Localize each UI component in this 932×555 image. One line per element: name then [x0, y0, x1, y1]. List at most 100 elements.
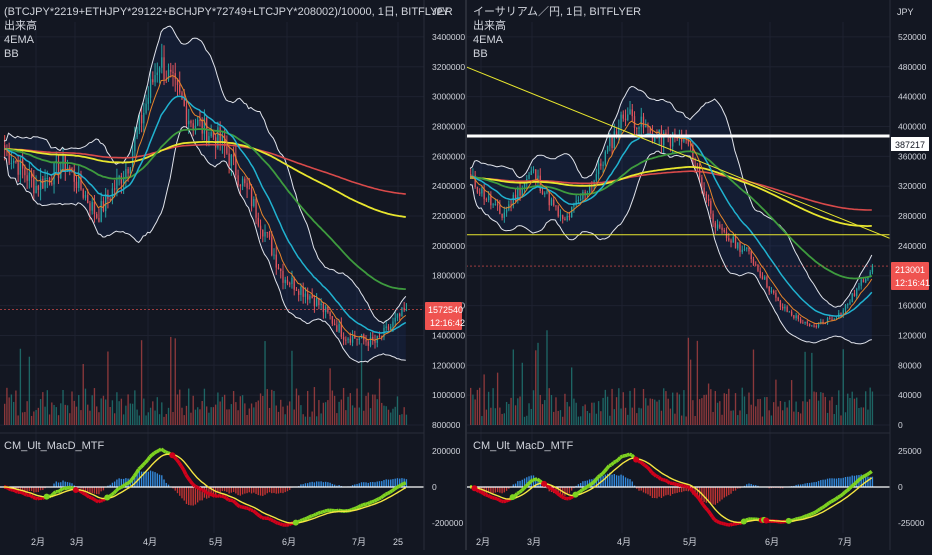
volume-bar [820, 392, 821, 425]
volume-bar [474, 399, 475, 425]
volume-bar [190, 413, 191, 425]
volume-bar [280, 400, 281, 425]
time-tick-label: 6月 [765, 537, 779, 547]
volume-bar [755, 406, 756, 425]
macd-line-segment [858, 478, 860, 480]
macd-line-segment [593, 480, 595, 482]
macd-line-segment [549, 487, 551, 488]
macd-histogram-bar [374, 482, 375, 487]
macd-histogram-bar [181, 487, 182, 498]
macd-line-segment [800, 518, 802, 519]
volume-bar [629, 391, 630, 425]
volume-bar [645, 398, 646, 425]
macd-line-segment [130, 480, 132, 483]
time-tick-label: 25 [393, 537, 403, 547]
volume-bar [17, 415, 18, 425]
macd-line-segment [204, 490, 206, 492]
volume-bar [136, 410, 137, 425]
volume-bar [497, 373, 498, 425]
macd-line-segment [98, 501, 100, 502]
macd-line-segment [271, 520, 273, 521]
macd-line-segment [323, 511, 325, 512]
macd-histogram-bar [838, 478, 839, 487]
volume-bar [359, 408, 360, 425]
volume-bar [852, 392, 853, 425]
volume-bar [764, 397, 765, 425]
volume-bar [782, 410, 783, 425]
volume-bar [33, 411, 34, 425]
macd-line-segment [598, 475, 600, 477]
volume-bar [381, 403, 382, 425]
volume-bar [490, 408, 491, 425]
macd-line-segment [309, 516, 311, 517]
price-tick-label: 800000 [432, 420, 461, 430]
volume-bar [564, 394, 565, 425]
volume-bar [282, 407, 283, 425]
volume-bar [386, 406, 387, 425]
macd-histogram-bar [679, 487, 680, 492]
volume-bar [325, 402, 326, 425]
macd-line-segment [674, 484, 676, 485]
macd-line-segment [795, 519, 797, 520]
macd-line-segment [690, 488, 692, 491]
macd-line-segment [276, 522, 278, 523]
volume-bar [210, 407, 211, 425]
volume-bar [253, 407, 254, 425]
volume-bar [766, 397, 767, 425]
volume-bar [762, 417, 763, 425]
volume-bar [109, 407, 110, 425]
volume-bar [508, 404, 509, 425]
macd-histogram-bar [733, 487, 734, 491]
volume-bar [170, 337, 171, 425]
right-last-price: 213001 [895, 265, 925, 275]
volume-bar [188, 389, 189, 425]
macd-histogram-bar [492, 487, 493, 493]
macd-line-segment [813, 512, 815, 513]
volume-bar [834, 414, 835, 425]
macd-line-segment [53, 492, 55, 494]
macd-line-segment [352, 509, 354, 510]
macd-line-segment [708, 510, 710, 513]
macd-histogram-bar [372, 482, 373, 487]
macd-histogram-bar [618, 476, 619, 487]
macd-line-segment [620, 456, 622, 457]
macd-line-segment [154, 452, 156, 453]
volume-bar [204, 389, 205, 425]
macd-histogram-bar [811, 483, 812, 487]
macd-line-segment [488, 495, 490, 496]
volume-bar [632, 408, 633, 425]
macd-line-segment [517, 492, 519, 493]
macd-line-segment [359, 506, 361, 507]
macd-line-segment [477, 490, 479, 491]
macd-line-segment [867, 473, 869, 474]
macd-line-segment [818, 509, 820, 511]
macd-histogram-bar [145, 472, 146, 487]
macd-histogram-bar [379, 481, 380, 487]
macd-line-segment [260, 516, 262, 518]
volume-bar [654, 400, 655, 425]
volume-bar [802, 401, 803, 425]
macd-histogram-bar [386, 479, 387, 487]
time-tick-label: 3月 [527, 537, 541, 547]
macd-line-segment [356, 507, 358, 508]
macd-histogram-bar [522, 480, 523, 487]
macd-histogram-bar [497, 487, 498, 492]
macd-line-segment [537, 479, 539, 481]
macd-histogram-bar [280, 487, 281, 493]
macd-histogram-bar [101, 487, 102, 491]
volume-bar [703, 395, 704, 425]
volume-bar [370, 408, 371, 425]
volume-bar [222, 397, 223, 425]
volume-bar [242, 395, 243, 425]
volume-bar [320, 413, 321, 425]
macd-histogram-bar [672, 487, 673, 494]
macd-line-segment [719, 522, 721, 523]
volume-bar [56, 407, 57, 425]
macd-line-segment [35, 498, 37, 499]
volume-bar [262, 396, 263, 425]
volume-bar [60, 403, 61, 425]
volume-bar [607, 397, 608, 425]
volume-bar [114, 413, 115, 425]
left-indicator-volume: 出来高 [4, 18, 37, 32]
macd-histogram-bar [179, 487, 180, 496]
